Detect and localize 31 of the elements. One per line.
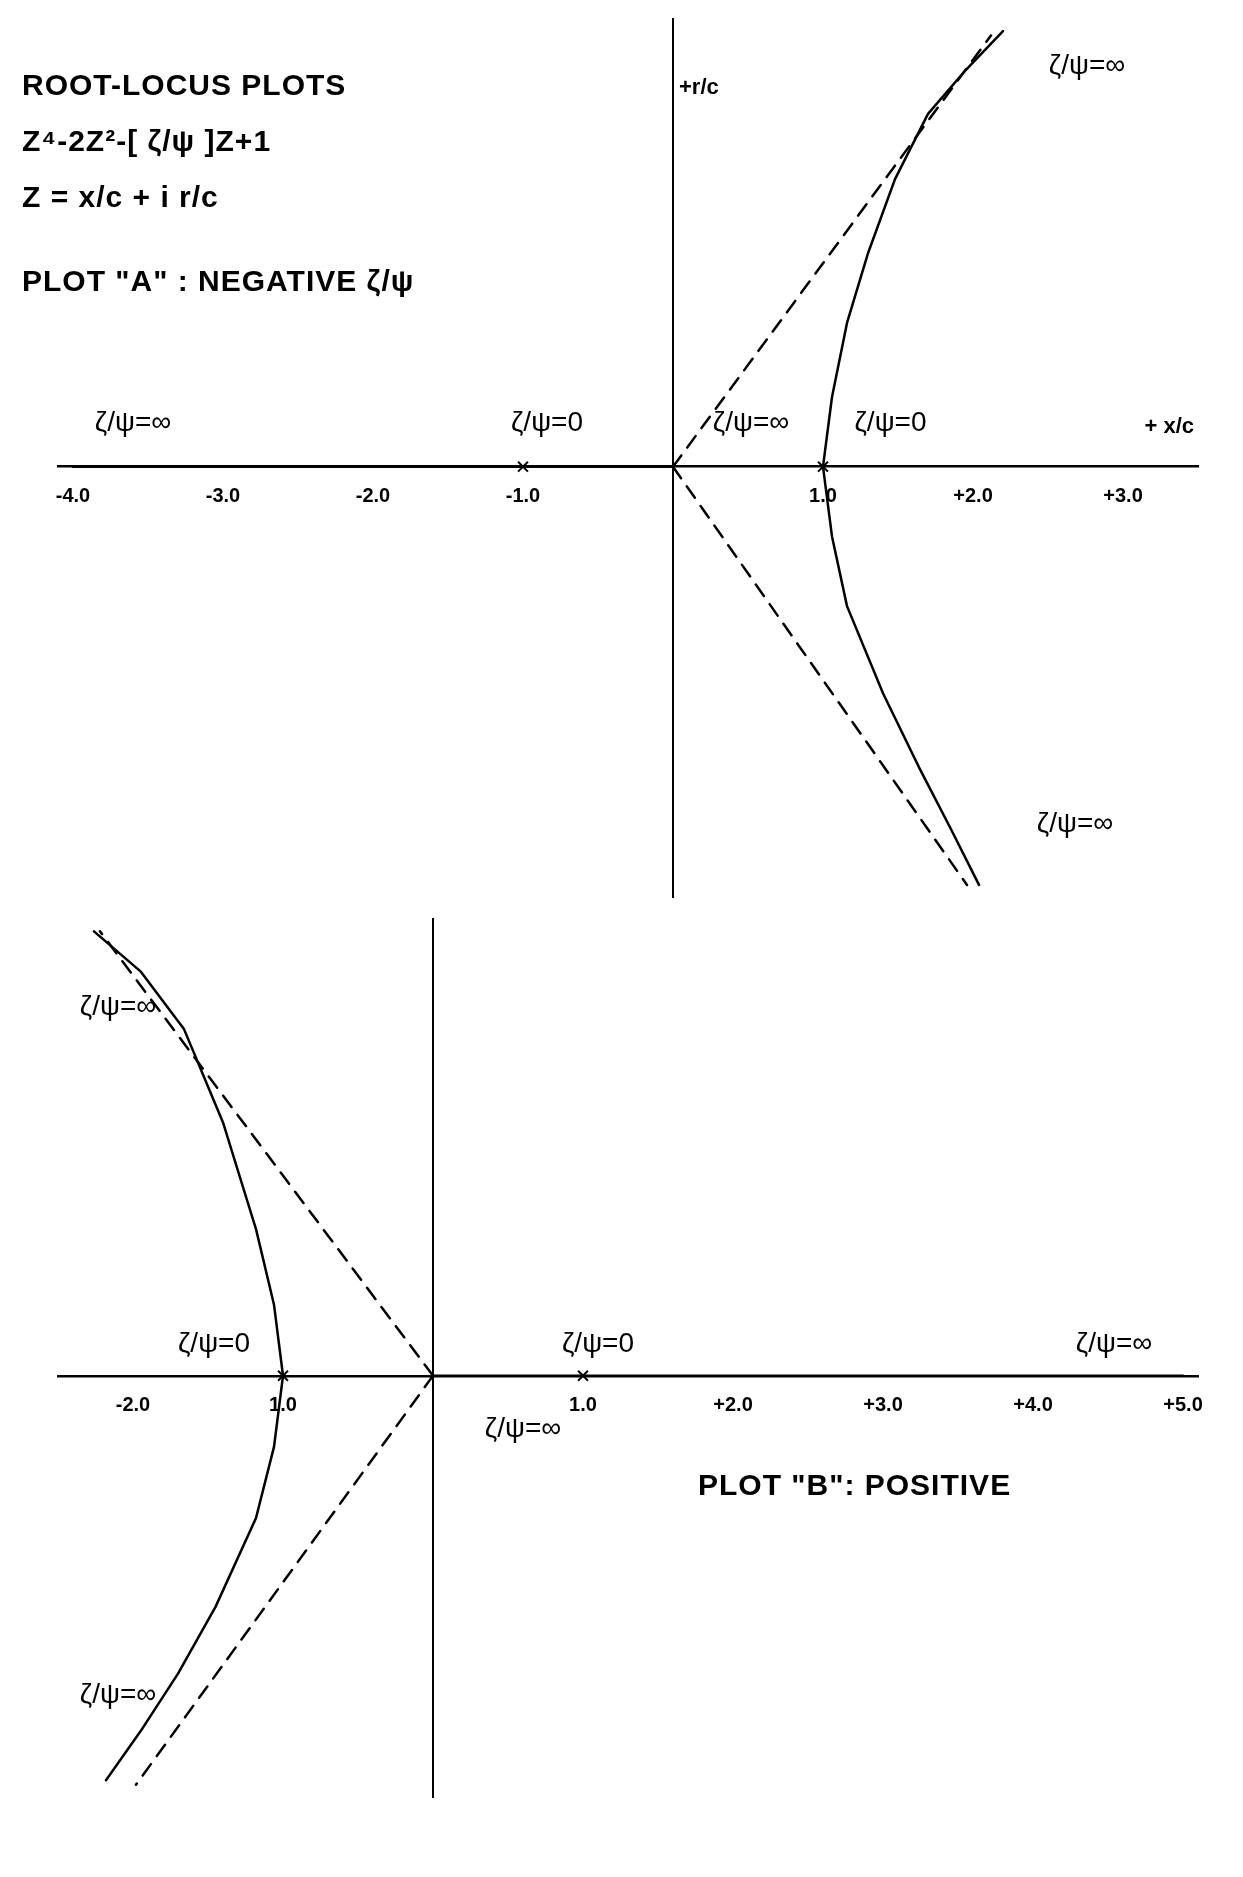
annotation: Z = x/c + i r/c [22,180,220,214]
annotation: ζ/ψ=∞ [484,1411,562,1443]
annotation: ζ/ψ=∞ [79,1678,157,1710]
x-axis-title: + x/c [1144,412,1194,438]
y-axis-title: +r/c [679,74,719,100]
x-tick-label: +3.0 [1103,484,1143,507]
x-tick-label: +3.0 [863,1393,903,1416]
annotation: ζ/ψ=∞ [1036,806,1114,838]
annotation: ζ/ψ=∞ [712,405,790,437]
text: PLOT "B": POSITIVE [698,1468,1012,1502]
text: ROOT-LOCUS PLOTS [22,68,348,102]
x-tick-label: +2.0 [953,484,993,507]
x-tick-label: +2.0 [713,1393,753,1416]
x-tick-label: -2.0 [355,484,391,507]
annotation: ζ/ψ=0 [854,405,927,437]
annotation: ζ/ψ=0 [561,1327,635,1359]
x-tick-label: 1.0 [569,1393,597,1416]
annotation: ζ/ψ=0 [177,1327,251,1359]
x-tick-label: -4.0 [55,484,91,507]
x-tick-label: -3.0 [205,484,241,507]
annotation: ζ/ψ=∞ [1075,1327,1153,1359]
annotation: ζ/ψ=∞ [1048,48,1126,80]
annotation: ζ/ψ=0 [510,405,584,437]
text: Z⁴-2Z²-[ ζ/ψ ]Z+1 [22,124,273,158]
x-tick-label: +4.0 [1013,1393,1053,1416]
annotation: ζ/ψ=∞ [94,405,172,437]
x-tick-label: +5.0 [1163,1393,1203,1416]
annotation: ζ/ψ=∞ [79,989,157,1021]
annotation: PLOT "A" : NEGATIVE ζ/ψ [22,264,415,298]
x-tick-label: -2.0 [115,1393,151,1416]
x-tick-label: -1.0 [505,484,541,507]
